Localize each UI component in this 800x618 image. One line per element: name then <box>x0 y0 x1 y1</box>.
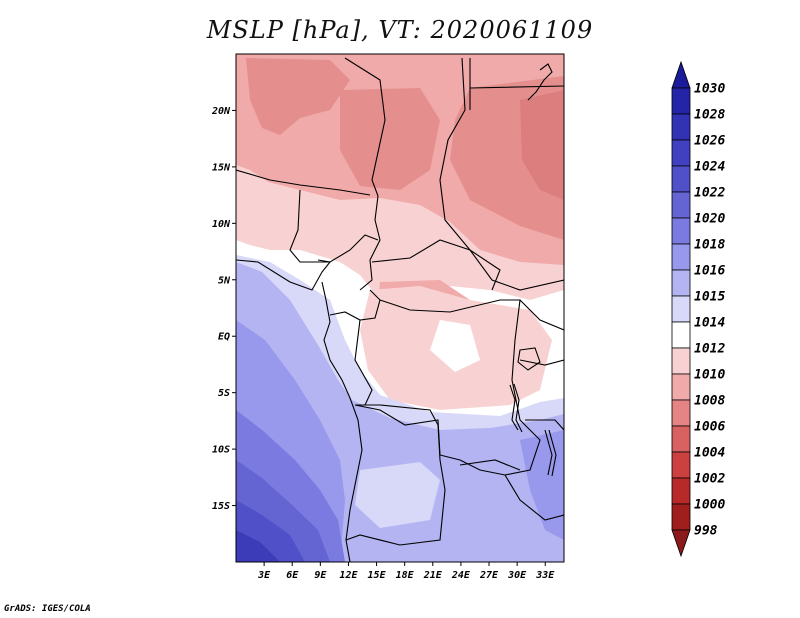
colorbar-label: 1018 <box>694 238 725 253</box>
colorbar-label: 1006 <box>694 420 725 435</box>
border-niger-mali <box>236 57 386 197</box>
y-tick-label: 10S <box>212 445 230 456</box>
colorbar-swatch <box>671 399 691 427</box>
colorbar-label: 1028 <box>694 108 725 123</box>
border-angola-zambia <box>345 404 446 546</box>
colorbar-label: 1024 <box>694 160 725 175</box>
y-tick-label: EQ <box>218 332 230 343</box>
colorbar-swatch <box>671 451 691 479</box>
colorbar-label: 1000 <box>694 498 725 513</box>
colorbar-label: 1012 <box>694 342 725 357</box>
x-tick-label: 3E <box>257 570 271 581</box>
x-tick-label: 33E <box>535 570 555 581</box>
y-tick-label: 15N <box>212 162 231 173</box>
colorbar-label: 1020 <box>694 212 725 227</box>
colorbar-swatch <box>671 425 691 453</box>
lake-victoria <box>517 347 541 371</box>
colorbar-label: 1022 <box>694 186 725 201</box>
colorbar-swatch <box>671 217 691 245</box>
colorbar-label: 1008 <box>694 394 725 409</box>
red-sea-coast <box>527 63 553 101</box>
y-tick-label: 20N <box>211 106 231 117</box>
y-axis: 20N 15N 10N 5N EQ 5S 10S 15S <box>211 106 236 512</box>
border-sudan <box>439 57 564 291</box>
lake-malawi <box>544 429 557 477</box>
colorbar-swatch <box>671 60 691 89</box>
colorbar-swatch <box>671 321 691 349</box>
x-tick-label: 24E <box>451 570 471 581</box>
x-tick-label: 21E <box>423 570 443 581</box>
border-car <box>371 239 501 291</box>
field-1014-central-patch <box>430 320 480 372</box>
x-axis: 3E 6E 9E 12E 15E 18E 21E 24E 27E 30E 33E <box>257 562 555 581</box>
field-1008b <box>340 88 440 190</box>
colorbar-swatch <box>671 503 691 531</box>
y-tick-label: 5S <box>218 388 230 399</box>
field-1015-interior <box>355 462 440 528</box>
border-drc <box>354 299 541 476</box>
y-tick-label: 10N <box>212 219 231 230</box>
colorbar: 1030 1028 1026 1024 1022 1020 1018 1016 1015 1014… <box>671 60 725 558</box>
pressure-field <box>236 54 564 562</box>
colorbar-swatch <box>671 295 691 323</box>
colorbar-swatch <box>671 87 691 115</box>
border-chad <box>359 195 381 291</box>
colorbar-label: 1010 <box>694 368 725 383</box>
x-tick-label: 27E <box>479 570 499 581</box>
field-1006 <box>520 90 564 200</box>
colorbar-label: 1002 <box>694 472 725 487</box>
x-tick-label: 6E <box>286 570 299 581</box>
y-tick-label: 15S <box>212 501 230 512</box>
colorbar-swatch <box>671 139 691 167</box>
border-egypt-libya <box>469 58 564 110</box>
grads-credit: GrADS: IGES/COLA <box>4 604 91 614</box>
colorbar-swatch <box>671 243 691 271</box>
border-congo <box>329 289 381 406</box>
colorbar-swatch <box>671 477 691 505</box>
x-tick-label: 15E <box>368 570 387 581</box>
colorbar-swatch <box>671 529 691 558</box>
colorbar-label: 1016 <box>694 264 725 279</box>
x-tick-label: 9E <box>314 570 327 581</box>
chart-title: MSLP [hPa], VT: 2020061109 <box>206 16 594 44</box>
colorbar-swatch <box>671 113 691 141</box>
x-tick-label: 12E <box>339 570 358 581</box>
map-frame <box>235 53 565 563</box>
lake-tanganyika <box>509 383 523 433</box>
field-1008 <box>246 58 350 135</box>
colorbar-label: 1030 <box>694 82 725 97</box>
border-nigeria <box>289 189 379 263</box>
x-tick-label: 30E <box>507 570 527 581</box>
field-1026 <box>236 530 280 562</box>
colorbar-label: 1026 <box>694 134 725 149</box>
field-1018-east <box>520 430 564 540</box>
colorbar-label: 998 <box>694 524 718 539</box>
colorbar-label: 1015 <box>694 290 725 305</box>
coastlines-borders <box>236 57 564 562</box>
border-east-africa <box>459 299 564 521</box>
colorbar-swatch <box>671 165 691 193</box>
colorbar-swatch <box>671 191 691 219</box>
colorbar-swatch <box>671 373 691 401</box>
colorbar-swatch <box>671 269 691 297</box>
colorbar-label: 1014 <box>694 316 725 331</box>
x-tick-label: 18E <box>396 570 415 581</box>
colorbar-swatch <box>671 347 691 375</box>
colorbar-label: 1004 <box>694 446 725 461</box>
y-tick-label: 5N <box>218 275 231 286</box>
